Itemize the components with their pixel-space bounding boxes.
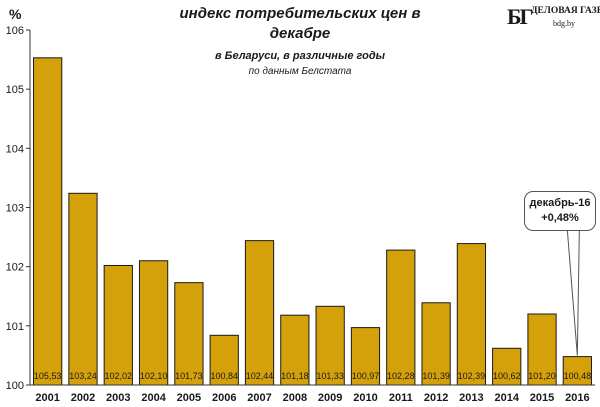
bar-2001 <box>33 57 63 386</box>
bar-value-label: 102,44 <box>246 371 274 381</box>
bar-value-label: 100,97 <box>352 371 380 381</box>
x-tick-label: 2002 <box>71 392 95 404</box>
bar-value-label: 102,39 <box>458 371 486 381</box>
x-tick-label: 2014 <box>494 392 519 404</box>
x-tick-label: 2001 <box>35 392 59 404</box>
y-tick-label: 106 <box>6 25 24 37</box>
chart-subtitle: в Беларуси, в различные годы <box>214 50 386 62</box>
y-tick-label: 103 <box>6 203 24 215</box>
publisher-logo: БГ ДЕЛОВАЯ ГАЗЕТА bdg.by <box>507 4 600 34</box>
bar-value-label: 100,62 <box>493 371 521 381</box>
y-axis-unit-label: % <box>9 6 22 22</box>
bar-value-label: 102,10 <box>140 371 168 381</box>
logo-url: bdg.by <box>553 19 575 28</box>
x-tick-label: 2007 <box>247 392 271 404</box>
bar-value-label: 105,53 <box>34 371 62 381</box>
bar-2009 <box>315 305 345 386</box>
bar-2004 <box>138 260 169 386</box>
bar-value-label: 100,48 <box>564 371 592 381</box>
y-tick-label: 105 <box>6 84 24 96</box>
bar-2003 <box>103 264 133 386</box>
bar-2007 <box>244 240 275 386</box>
x-tick-label: 2015 <box>530 392 554 404</box>
y-tick-label: 101 <box>6 321 24 333</box>
annotation-callout: декабрь-16 +0,48% <box>524 191 596 231</box>
chart-title-block: индекс потребительских цен в декабре в Б… <box>150 4 450 79</box>
bar-value-label: 101,18 <box>281 371 309 381</box>
logo-mark-icon: БГ <box>507 4 534 29</box>
x-tick-label: 2003 <box>106 392 130 404</box>
x-tick-label: 2006 <box>212 392 236 404</box>
bar-value-label: 101,39 <box>422 371 450 381</box>
x-tick-label: 2004 <box>141 392 166 404</box>
y-tick-label: 102 <box>6 262 24 274</box>
x-tick-label: 2005 <box>177 392 201 404</box>
bar-2002 <box>68 192 98 386</box>
x-tick-label: 2012 <box>424 392 448 404</box>
y-tick-label: 104 <box>6 143 24 155</box>
x-tick-label: 2009 <box>318 392 342 404</box>
x-tick-label: 2013 <box>459 392 483 404</box>
annotation-line-1: декабрь-16 <box>529 197 591 209</box>
bar-2015 <box>527 313 557 386</box>
bar-2005 <box>174 282 204 386</box>
bar-2011 <box>386 249 416 386</box>
bar-value-label: 101,73 <box>175 371 203 381</box>
bar-value-label: 103,24 <box>69 371 97 381</box>
chart-source: по данным Белстата <box>248 66 352 77</box>
bar-value-label: 100,84 <box>210 371 238 381</box>
chart-title: индекс потребительских цен в декабре <box>179 5 421 42</box>
x-tick-label: 2011 <box>389 392 413 404</box>
bar-2016 <box>562 356 592 386</box>
logo-name: ДЕЛОВАЯ ГАЗЕТА <box>531 6 600 16</box>
x-tick-label: 2010 <box>353 392 377 404</box>
x-tick-label: 2016 <box>565 392 589 404</box>
bar-value-label: 102,28 <box>387 371 415 381</box>
y-tick-label: 100 <box>6 380 24 392</box>
bar-value-label: 101,33 <box>316 371 344 381</box>
bar-value-label: 102,02 <box>105 371 133 381</box>
bar-2013 <box>456 243 487 386</box>
annotation-line-2: +0,48% <box>541 212 579 224</box>
bar-value-label: 101,20 <box>528 371 556 381</box>
bar-2010 <box>350 327 381 386</box>
x-tick-label: 2008 <box>283 392 307 404</box>
